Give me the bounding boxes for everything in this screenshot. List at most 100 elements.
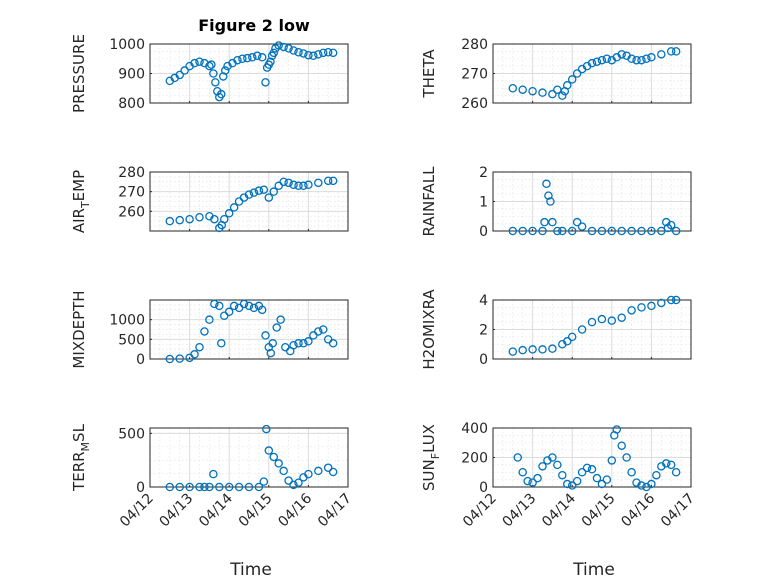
data-point — [268, 339, 278, 348]
y-tick-label: 500 — [118, 426, 145, 442]
data-point — [637, 303, 646, 312]
data-point — [597, 479, 607, 489]
data-point — [627, 306, 636, 315]
data-point — [528, 86, 537, 96]
data-point — [548, 453, 557, 462]
data-point — [572, 69, 582, 78]
series-markers — [508, 47, 681, 100]
data-point — [323, 463, 333, 472]
subplot-rainfall: 0 1 2 RAINFALL — [420, 165, 692, 240]
data-point — [229, 203, 239, 212]
data-point — [233, 55, 242, 65]
data-point — [224, 482, 234, 492]
data-point — [577, 467, 587, 477]
data-point — [518, 226, 527, 236]
series-markers — [508, 295, 681, 356]
data-point — [597, 55, 607, 65]
data-point — [269, 48, 278, 58]
x-tick-label: 04/14 — [539, 490, 579, 530]
data-point — [671, 47, 681, 56]
axes-frame — [149, 299, 349, 360]
data-point — [289, 480, 298, 490]
data-point — [257, 305, 267, 315]
data-point — [175, 482, 184, 492]
data-point — [211, 78, 220, 87]
y-tick-label: 270 — [118, 185, 145, 201]
y-axis-label: AIRTEMP — [70, 170, 92, 233]
data-point — [279, 177, 288, 187]
data-point — [262, 424, 271, 434]
data-point — [528, 345, 537, 354]
data-point — [314, 327, 323, 336]
y-tick-label: 0 — [479, 480, 488, 496]
y-tick-label: 280 — [118, 165, 145, 181]
data-point — [632, 55, 641, 65]
data-point — [304, 337, 313, 346]
data-point — [304, 180, 313, 190]
data-point — [205, 61, 214, 71]
data-point — [518, 467, 527, 477]
data-point — [508, 347, 518, 356]
data-point — [666, 460, 676, 470]
data-point — [254, 482, 264, 492]
data-point — [572, 476, 582, 486]
data-point — [195, 342, 204, 352]
data-point — [323, 48, 333, 57]
data-point — [289, 180, 298, 190]
data-point — [602, 475, 612, 484]
x-tick-label: 04/14 — [196, 490, 236, 530]
data-point — [243, 53, 252, 63]
data-point — [508, 84, 518, 93]
data-point — [538, 462, 547, 471]
data-point — [607, 456, 617, 465]
data-point — [637, 55, 646, 65]
data-point — [299, 339, 308, 348]
axes-frame — [149, 43, 349, 104]
data-point — [553, 460, 562, 470]
series-markers — [165, 41, 338, 102]
series-markers — [165, 176, 338, 233]
y-tick-label: 1000 — [109, 313, 145, 329]
series-markers — [508, 179, 681, 236]
data-point — [657, 298, 666, 308]
y-tick-label: 200 — [461, 451, 488, 467]
data-point — [284, 178, 293, 188]
data-point — [518, 85, 527, 94]
data-point — [538, 226, 547, 236]
y-axis-label: MIXDEPTH — [70, 290, 88, 368]
data-point — [209, 69, 218, 78]
data-point — [558, 226, 567, 236]
y-tick-label: 2 — [479, 165, 488, 181]
y-tick-label: 1000 — [109, 37, 145, 53]
y-tick-label: 0 — [479, 224, 488, 240]
x-axis-label-left: Time — [229, 560, 272, 580]
data-point — [190, 58, 199, 68]
data-point — [647, 301, 656, 311]
y-tick-label: 4 — [479, 293, 488, 309]
data-point — [666, 295, 676, 305]
axes-frame — [492, 43, 692, 104]
subplot-h2omixra: 0 2 4 H2OMIXRA — [420, 289, 692, 370]
data-point — [627, 467, 636, 477]
data-point — [617, 441, 626, 450]
y-axis-label: THETA — [420, 49, 438, 99]
data-point — [195, 57, 204, 66]
data-point — [508, 226, 518, 236]
data-point — [546, 197, 555, 206]
data-point — [205, 315, 214, 324]
axes-frame — [492, 171, 692, 232]
data-point — [518, 345, 527, 355]
data-point — [205, 482, 214, 492]
data-point — [190, 350, 199, 359]
data-point — [207, 60, 216, 69]
data-point — [274, 41, 283, 50]
data-point — [289, 46, 298, 55]
data-point — [259, 185, 269, 194]
data-point — [229, 301, 239, 311]
y-axis-label: RAINFALL — [420, 166, 438, 237]
y-tick-label: 260 — [118, 204, 145, 220]
data-point — [244, 190, 254, 199]
data-point — [195, 212, 204, 222]
series-markers — [513, 425, 681, 492]
data-point — [572, 217, 582, 227]
